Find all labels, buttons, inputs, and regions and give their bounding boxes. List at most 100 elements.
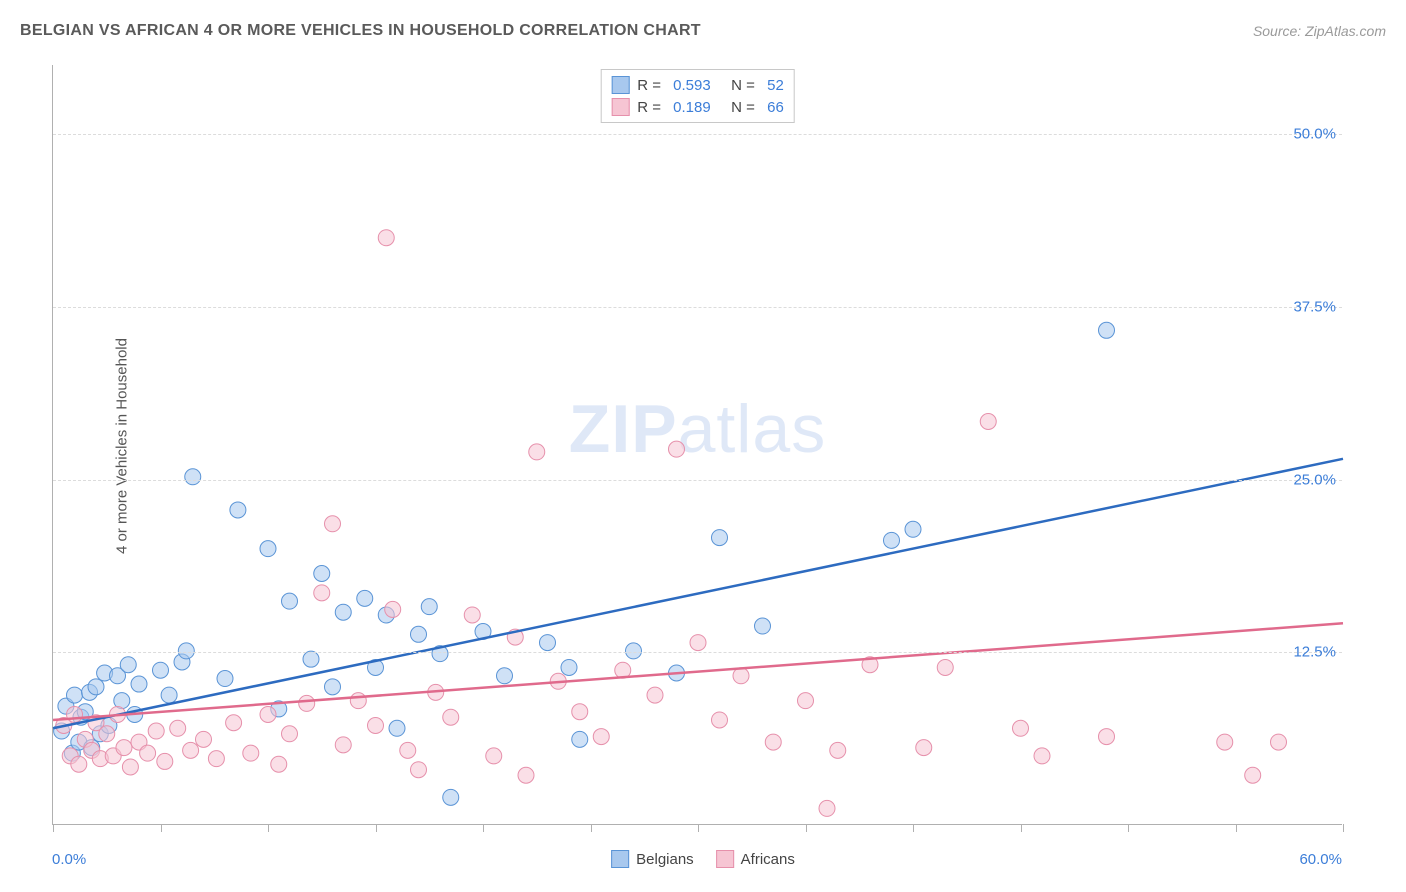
data-point [593,729,609,745]
data-point [385,601,401,617]
data-point [411,626,427,642]
data-point [712,530,728,546]
stat-r-value: 0.593 [673,77,711,94]
data-point [335,737,351,753]
data-point [712,712,728,728]
data-point [411,762,427,778]
data-point [518,767,534,783]
data-point [350,693,366,709]
x-tick [698,824,699,832]
x-tick [376,824,377,832]
gridline [53,134,1342,135]
data-point [690,635,706,651]
data-point [122,759,138,775]
data-point [916,740,932,756]
data-point [67,687,83,703]
gridline [53,307,1342,308]
data-point [208,751,224,767]
data-point [153,662,169,678]
chart-title: BELGIAN VS AFRICAN 4 OR MORE VEHICLES IN… [20,22,701,40]
data-point [243,745,259,761]
legend-swatch [611,76,629,94]
data-point [798,693,814,709]
x-tick [913,824,914,832]
data-point [185,469,201,485]
bottom-legend: Belgians Africans [611,850,795,868]
plot-svg [53,65,1342,824]
data-point [120,657,136,673]
data-point [140,745,156,761]
data-point [217,671,233,687]
data-point [443,789,459,805]
data-point [314,585,330,601]
data-point [335,604,351,620]
data-point [178,643,194,659]
data-point [157,753,173,769]
data-point [67,706,83,722]
data-point [830,742,846,758]
x-tick [53,824,54,832]
stat-n-value: 66 [767,99,784,116]
data-point [765,734,781,750]
data-point [357,590,373,606]
data-point [486,748,502,764]
y-tick-label: 25.0% [1293,471,1336,488]
x-tick [1236,824,1237,832]
data-point [819,800,835,816]
data-point [529,444,545,460]
data-point [572,731,588,747]
data-point [325,516,341,532]
stat-n-label: N = [719,77,759,94]
data-point [282,726,298,742]
data-point [148,723,164,739]
data-point [626,643,642,659]
stats-row: R = 0.189 N = 66 [611,96,784,118]
data-point [561,659,577,675]
data-point [260,541,276,557]
trend-line [53,459,1343,728]
data-point [389,720,405,736]
data-point [443,709,459,725]
data-point [116,740,132,756]
data-point [1099,729,1115,745]
legend-swatch [611,98,629,116]
x-tick [1128,824,1129,832]
scatter-plot: ZIPatlas R = 0.593 N = 52R = 0.189 N = 6… [52,65,1342,825]
data-point [226,715,242,731]
gridline [53,652,1342,653]
data-point [1013,720,1029,736]
data-point [230,502,246,518]
data-point [368,718,384,734]
data-point [733,668,749,684]
data-point [1245,767,1261,783]
data-point [1034,748,1050,764]
data-point [540,635,556,651]
x-tick [483,824,484,832]
data-point [378,230,394,246]
stat-n-label: N = [719,99,759,116]
stats-legend-box: R = 0.593 N = 52R = 0.189 N = 66 [600,69,795,123]
data-point [464,607,480,623]
legend-swatch [716,850,734,868]
data-point [161,687,177,703]
data-point [647,687,663,703]
legend-label: Belgians [636,851,694,868]
x-tick [1021,824,1022,832]
data-point [170,720,186,736]
legend-swatch [611,850,629,868]
x-tick [161,824,162,832]
data-point [271,756,287,772]
data-point [282,593,298,609]
stat-r-value: 0.189 [673,99,711,116]
legend-item: Belgians [611,850,694,868]
data-point [131,676,147,692]
data-point [400,742,416,758]
data-point [1271,734,1287,750]
data-point [303,651,319,667]
legend-label: Africans [741,851,795,868]
data-point [669,441,685,457]
data-point [1099,322,1115,338]
x-tick [591,824,592,832]
legend-item: Africans [716,850,795,868]
stat-r-label: R = [637,99,665,116]
